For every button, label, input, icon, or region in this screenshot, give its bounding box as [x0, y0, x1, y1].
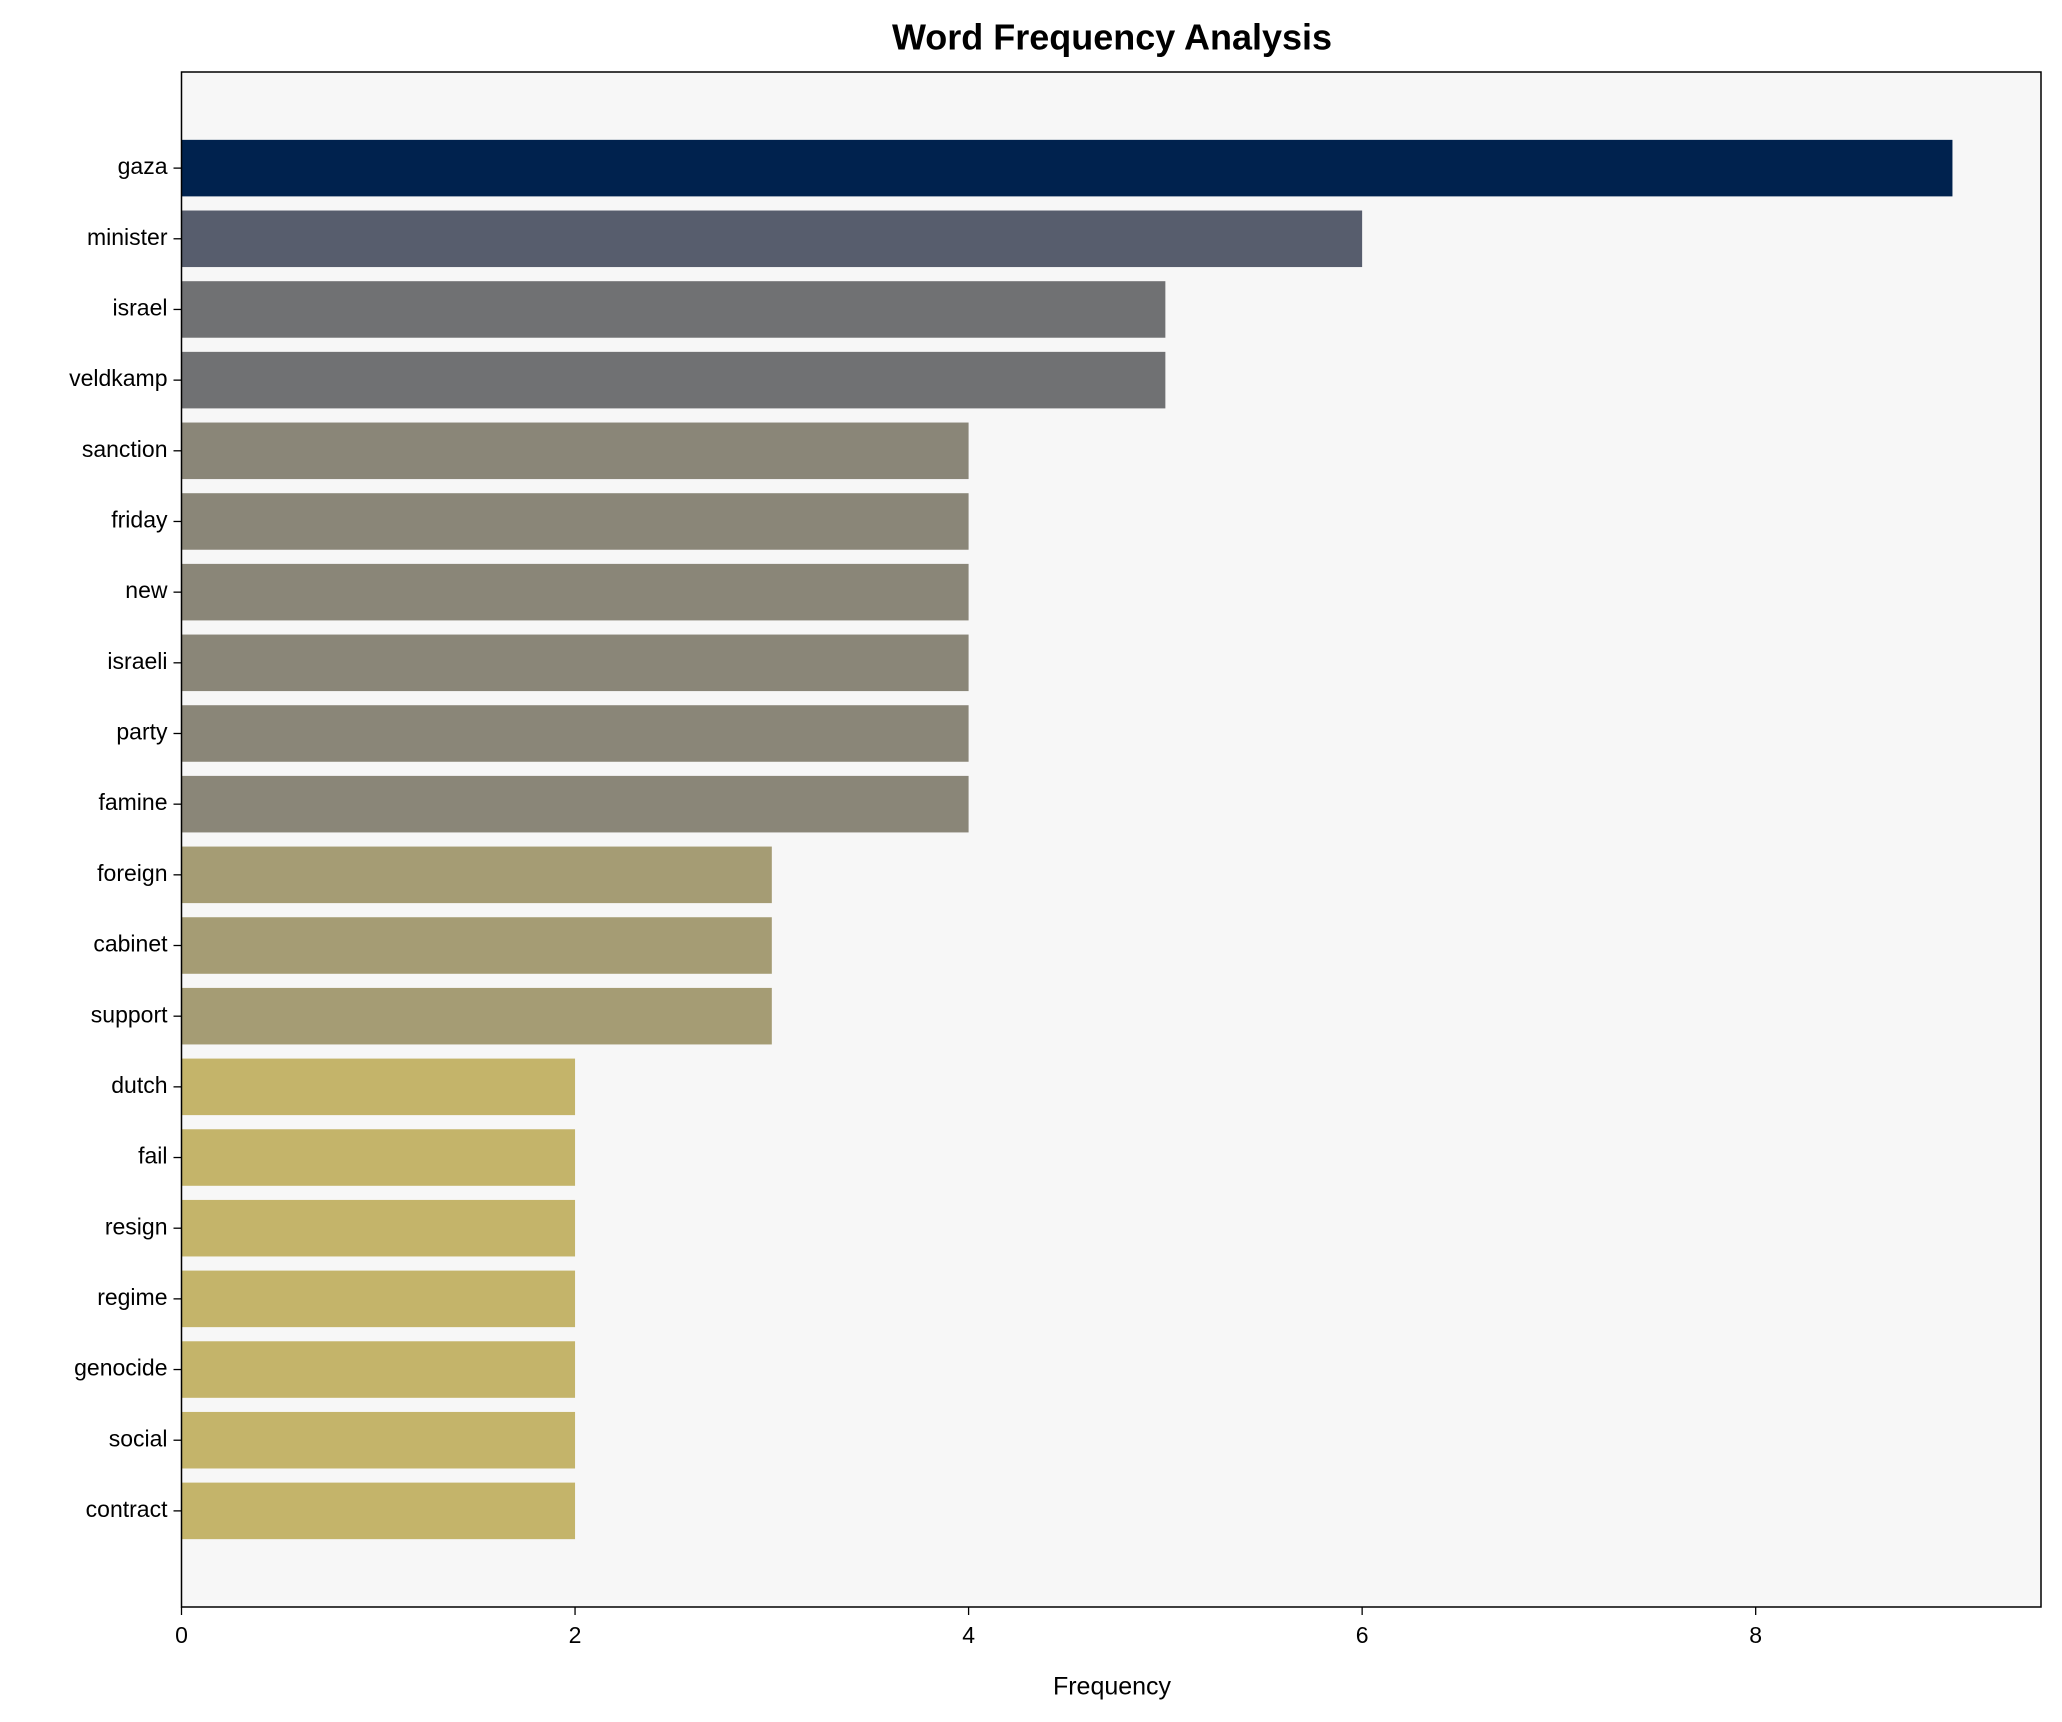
y-tick-label: regime	[97, 1284, 167, 1310]
y-tick-label: contract	[86, 1496, 168, 1522]
bar	[181, 422, 969, 480]
chart-title: Word Frequency Analysis	[892, 17, 1332, 58]
x-tick-label: 2	[569, 1622, 582, 1648]
x-tick-label: 0	[175, 1622, 188, 1648]
y-tick-label: israel	[113, 295, 168, 321]
bar	[181, 493, 969, 550]
bar	[181, 634, 969, 692]
bar	[181, 705, 969, 762]
y-tick-label: veldkamp	[69, 365, 167, 391]
bar	[181, 1199, 576, 1257]
x-axis-label: Frequency	[1053, 1673, 1172, 1701]
y-tick-label: famine	[98, 789, 167, 815]
bar	[181, 563, 969, 621]
bar	[181, 1270, 576, 1328]
x-tick-label: 6	[1356, 1622, 1369, 1648]
y-tick-label: party	[116, 719, 168, 745]
bar	[181, 351, 1166, 409]
x-tick-label: 8	[1749, 1622, 1762, 1648]
bar	[181, 1411, 576, 1469]
bar	[181, 139, 1953, 197]
y-tick-label: friday	[111, 507, 168, 533]
y-tick-label: social	[109, 1425, 168, 1451]
bar	[181, 1341, 576, 1398]
y-tick-label: sanction	[82, 436, 168, 462]
y-tick-label: genocide	[74, 1355, 167, 1381]
bar	[181, 987, 772, 1045]
y-tick-label: dutch	[111, 1072, 167, 1098]
bar	[181, 1058, 576, 1116]
bar	[181, 1129, 576, 1186]
bar	[181, 281, 1166, 338]
y-tick-label: israeli	[107, 648, 167, 674]
y-tick-label: minister	[87, 224, 168, 250]
y-tick-label: new	[125, 577, 168, 603]
bar	[181, 917, 772, 974]
bar	[181, 210, 1363, 268]
bar	[181, 1482, 576, 1540]
y-tick-label: resign	[105, 1213, 168, 1239]
bar	[181, 775, 969, 833]
y-tick-label: cabinet	[93, 931, 168, 957]
bar	[181, 846, 772, 904]
y-tick-label: gaza	[118, 153, 168, 179]
y-tick-label: fail	[138, 1143, 167, 1169]
x-tick-label: 4	[962, 1622, 975, 1648]
y-tick-label: support	[91, 1001, 168, 1027]
plot-frame	[180, 71, 2042, 1608]
y-tick-label: foreign	[97, 860, 167, 886]
